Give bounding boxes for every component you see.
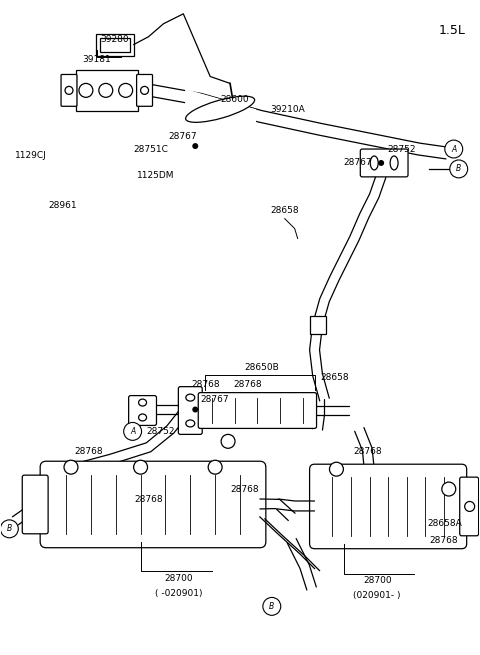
Circle shape bbox=[442, 482, 456, 496]
Text: B: B bbox=[7, 525, 12, 533]
FancyBboxPatch shape bbox=[198, 392, 316, 428]
FancyBboxPatch shape bbox=[360, 149, 408, 177]
FancyBboxPatch shape bbox=[61, 75, 77, 106]
FancyBboxPatch shape bbox=[460, 477, 479, 536]
Text: 28658: 28658 bbox=[270, 206, 299, 215]
Text: A: A bbox=[130, 427, 135, 436]
Text: 28700: 28700 bbox=[164, 574, 192, 583]
Text: 28768: 28768 bbox=[134, 495, 163, 504]
FancyBboxPatch shape bbox=[310, 316, 325, 334]
Ellipse shape bbox=[139, 399, 146, 406]
Text: 28768: 28768 bbox=[231, 485, 259, 494]
Circle shape bbox=[465, 502, 475, 512]
Circle shape bbox=[192, 143, 198, 149]
Text: 28768: 28768 bbox=[234, 380, 262, 389]
Circle shape bbox=[119, 83, 132, 98]
Text: 28700: 28700 bbox=[363, 576, 392, 585]
Circle shape bbox=[263, 597, 281, 615]
Text: B: B bbox=[269, 602, 275, 611]
Text: 28768: 28768 bbox=[429, 536, 457, 545]
FancyBboxPatch shape bbox=[100, 38, 130, 52]
Text: 28768: 28768 bbox=[74, 447, 103, 456]
Text: (020901- ): (020901- ) bbox=[353, 591, 401, 600]
Text: B: B bbox=[456, 164, 461, 174]
Circle shape bbox=[65, 86, 73, 94]
Circle shape bbox=[141, 86, 148, 94]
Text: 28650B: 28650B bbox=[244, 364, 279, 372]
FancyBboxPatch shape bbox=[96, 33, 133, 56]
FancyBboxPatch shape bbox=[310, 464, 467, 549]
Text: A: A bbox=[451, 145, 456, 153]
Circle shape bbox=[221, 434, 235, 448]
Text: 28658A: 28658A bbox=[427, 519, 462, 529]
Circle shape bbox=[192, 407, 198, 413]
Ellipse shape bbox=[186, 420, 195, 427]
Text: 28751C: 28751C bbox=[133, 145, 168, 153]
Text: 1125DM: 1125DM bbox=[137, 172, 174, 180]
Circle shape bbox=[450, 160, 468, 178]
Text: 28600: 28600 bbox=[221, 95, 249, 104]
Text: 28767: 28767 bbox=[168, 132, 197, 141]
Ellipse shape bbox=[139, 414, 146, 421]
Ellipse shape bbox=[370, 156, 378, 170]
Text: 1.5L: 1.5L bbox=[439, 24, 466, 37]
Text: 39181: 39181 bbox=[83, 55, 111, 64]
Text: 1129CJ: 1129CJ bbox=[15, 151, 47, 160]
FancyBboxPatch shape bbox=[40, 461, 266, 548]
Circle shape bbox=[0, 520, 18, 538]
Circle shape bbox=[208, 460, 222, 474]
Circle shape bbox=[378, 160, 384, 166]
FancyBboxPatch shape bbox=[179, 386, 202, 434]
Circle shape bbox=[124, 422, 142, 440]
Text: 28768: 28768 bbox=[191, 380, 219, 389]
Circle shape bbox=[329, 462, 343, 476]
Ellipse shape bbox=[390, 156, 398, 170]
Text: ( -020901): ( -020901) bbox=[155, 589, 202, 598]
FancyBboxPatch shape bbox=[129, 396, 156, 426]
Text: 28752: 28752 bbox=[146, 427, 175, 436]
Text: 28961: 28961 bbox=[48, 201, 77, 210]
Text: 28752: 28752 bbox=[387, 145, 416, 153]
Ellipse shape bbox=[186, 394, 195, 401]
Text: 28658: 28658 bbox=[320, 373, 349, 383]
Text: 39210A: 39210A bbox=[270, 105, 305, 114]
Ellipse shape bbox=[186, 96, 254, 122]
Circle shape bbox=[133, 460, 147, 474]
Circle shape bbox=[445, 140, 463, 158]
Text: 28767: 28767 bbox=[343, 159, 372, 168]
Circle shape bbox=[79, 83, 93, 98]
FancyBboxPatch shape bbox=[76, 69, 138, 111]
FancyBboxPatch shape bbox=[137, 75, 153, 106]
Text: 28767: 28767 bbox=[201, 395, 229, 404]
Circle shape bbox=[64, 460, 78, 474]
Text: 39280: 39280 bbox=[100, 35, 129, 44]
Circle shape bbox=[99, 83, 113, 98]
FancyBboxPatch shape bbox=[22, 475, 48, 534]
Text: 28768: 28768 bbox=[353, 447, 382, 456]
